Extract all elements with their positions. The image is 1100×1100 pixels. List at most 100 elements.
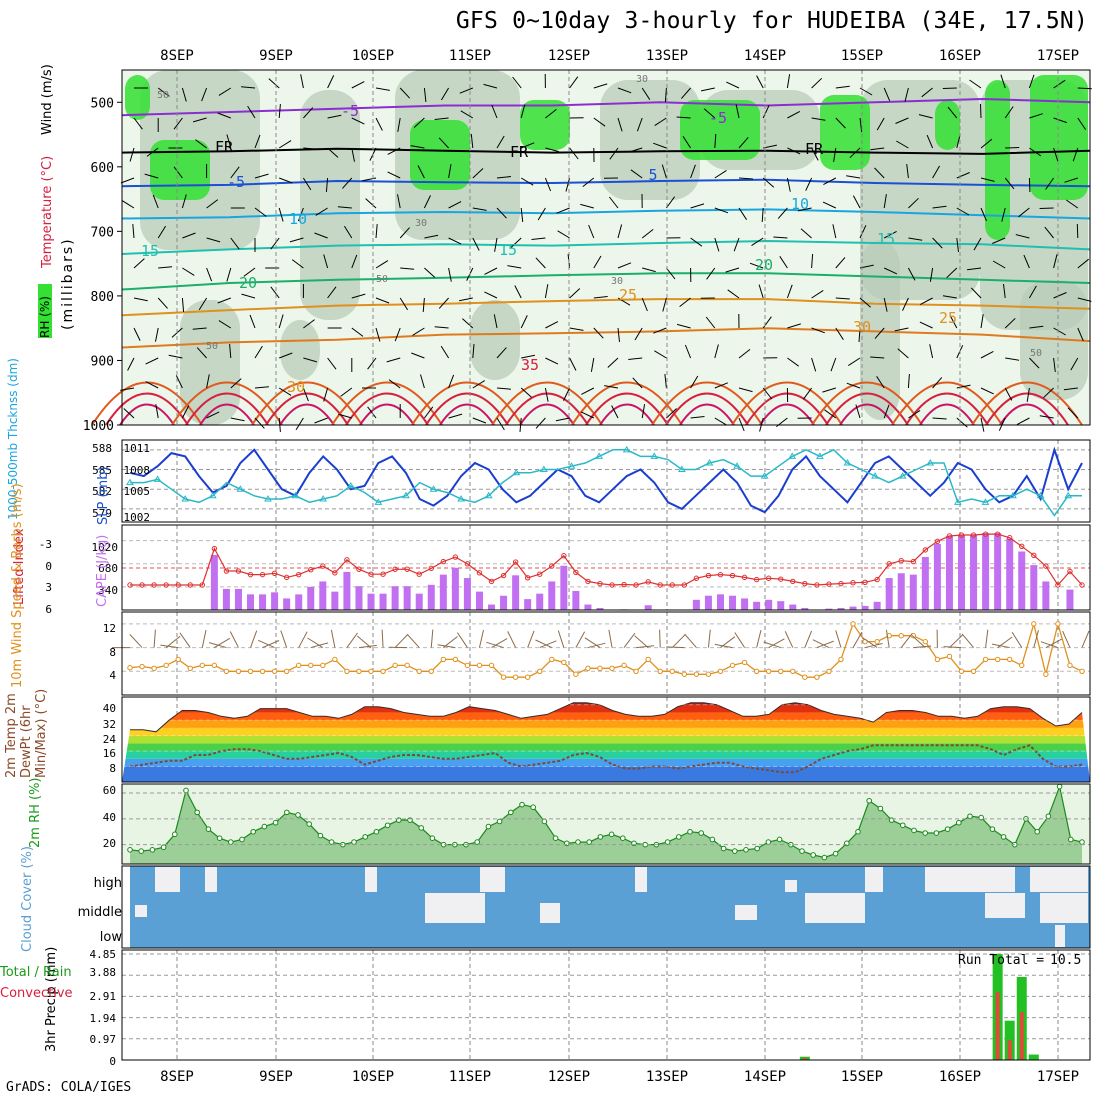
wind-barb [706,267,716,280]
cape-tick: 1020 [92,541,119,554]
wind-barb [1005,147,1020,149]
cape-bar [234,588,242,610]
wind-speed-marker [259,668,266,674]
wind-barb [422,297,425,312]
wind-barb [581,387,595,395]
wind-barb [300,74,304,89]
lifted-index-marker [982,531,989,537]
isotherm-hot-dome [105,392,189,426]
wind-barb-10m [943,646,962,649]
cape-bar [1030,565,1038,610]
wind-barb [970,287,982,299]
wind-barb [628,357,643,360]
wind-barb [1045,177,1055,190]
wind-barb [604,385,619,389]
wind-barb [956,384,971,389]
cape-bar [789,604,797,610]
wind-barb [394,327,401,342]
cape-bar [451,567,459,610]
temp-band [122,720,1090,728]
rh-marker [967,813,973,820]
wind-barb [992,260,1006,269]
wind-barb [681,87,691,99]
wind-barb [593,117,606,127]
isotherm-hot-dome [651,381,763,426]
wind-barb [152,194,159,209]
rh-marker [855,828,861,835]
wind-barb [1053,147,1059,162]
cape-bar [247,594,255,610]
thickness-marker [815,452,824,459]
rh-marker [1056,783,1063,790]
wind-barb [365,198,377,209]
lifted-index-marker [1006,535,1013,541]
rh-marker [384,822,391,829]
temp-band [122,743,1090,752]
wind-barb [278,207,284,222]
lifted-index-marker [488,578,495,585]
lifted-index-marker [669,582,675,588]
wind-barb [811,147,819,161]
cape-bar [1006,538,1014,610]
wind-barb [155,404,159,419]
wind-speed-marker [440,656,447,663]
wind-barb [611,405,619,419]
cloud-clear-cell [1040,893,1088,923]
isotherm-hot-dome [439,403,495,426]
wind-barb [787,323,801,329]
wind-barb [630,169,643,179]
thickness-marker [208,491,217,499]
wind-barb [351,293,366,299]
wind-speed-marker [344,668,350,674]
wind-speed-marker [296,662,302,669]
wind-barb [665,196,676,209]
wind-barb-10m [201,629,207,648]
wind-barb [327,357,337,370]
wind-barb [1044,226,1054,239]
cape-bar [295,594,303,610]
wind-barb [1053,79,1066,89]
wind-barb [779,256,788,269]
wind-barb-10m [358,644,377,649]
temp-tick: 32 [103,718,116,731]
wind-barb [145,357,159,365]
isotherm-hot-dome [491,381,603,426]
wind-barb-10m [575,631,586,648]
temp-tick: 40 [103,702,116,715]
wind-barb-10m [835,630,842,648]
wind-barb [859,117,863,132]
wind-speed-marker [368,668,374,674]
ylabel-rh2m: 2m RH (%) [28,777,43,848]
wind-barb [375,297,390,304]
wind-speed-marker [235,668,242,674]
thickness-marker [1064,491,1073,499]
isotherm-hot-dome [665,392,749,426]
wind-barb [315,207,328,216]
wind-barb-10m [257,639,275,649]
wind-barb [303,357,318,363]
wind-barb-10m [430,629,434,648]
wind-barb [811,117,826,121]
wind-barb [1077,87,1092,90]
cape-bar [391,586,399,610]
wind-speed-marker [476,662,483,669]
wind-barb [472,168,484,179]
thickness-marker [871,472,879,479]
wind-barb [291,259,304,269]
wind-barb [434,326,449,329]
wind-barb [690,164,696,179]
wind-barb [423,195,431,209]
day-label-top: 14SEP [744,48,786,64]
lifted-index-marker [308,567,314,573]
lifted-index-marker [802,580,808,587]
wind-barb [496,135,505,149]
wind-barb [714,169,727,179]
wind-barb [852,195,861,209]
thickness-marker [319,495,328,502]
rh-marker [944,826,951,832]
legend-convective: Convective [0,986,73,1001]
wind-barb [824,409,837,419]
wind-barb [777,207,788,219]
wind-barb-10m [756,629,762,648]
cloud-clear-cell [635,867,647,892]
